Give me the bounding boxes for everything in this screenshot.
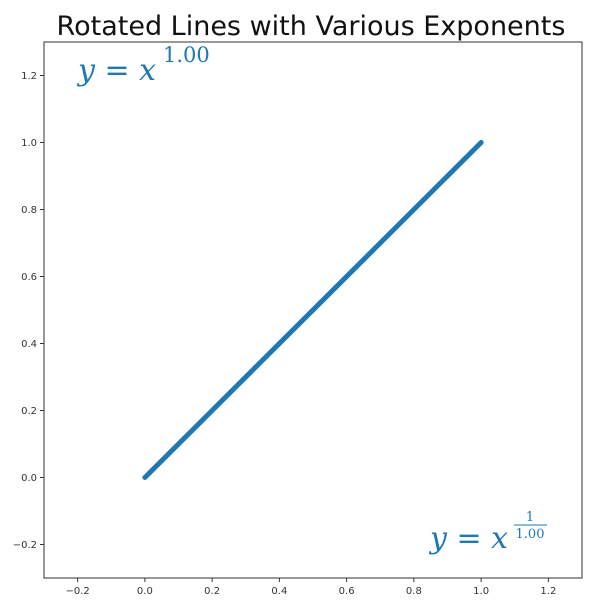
x-tick-label: −0.2 xyxy=(65,586,89,597)
y-tick-label: 1.2 xyxy=(21,71,37,82)
y-tick-label: 0.6 xyxy=(21,272,37,283)
annotation-denominator: 1.00 xyxy=(516,527,545,542)
x-tick-label: 0.2 xyxy=(204,586,220,597)
y-tick-label: 0.8 xyxy=(21,205,37,216)
annotation-exponent: 1.00 xyxy=(163,43,210,67)
chart-title: Rotated Lines with Various Exponents xyxy=(57,11,566,42)
x-tick-label: 1.0 xyxy=(473,586,489,597)
annotation-numerator: 1 xyxy=(526,510,534,525)
x-tick-label: 0.6 xyxy=(339,586,355,597)
x-tick-label: 0.4 xyxy=(271,586,287,597)
y-tick-label: −0.2 xyxy=(13,540,37,551)
x-tick-label: 1.2 xyxy=(540,586,556,597)
x-tick-label: 0.8 xyxy=(406,586,422,597)
y-tick-label: 0.0 xyxy=(21,473,37,484)
y-tick-label: 0.4 xyxy=(21,339,37,350)
line xyxy=(142,140,484,480)
annotation: y = x xyxy=(76,53,156,88)
annotation: y = x xyxy=(428,521,508,556)
y-tick-label: 0.2 xyxy=(21,406,37,417)
x-tick-label: 0.0 xyxy=(137,586,153,597)
plot-frame xyxy=(43,41,583,579)
y-tick-label: 1.0 xyxy=(21,138,37,149)
